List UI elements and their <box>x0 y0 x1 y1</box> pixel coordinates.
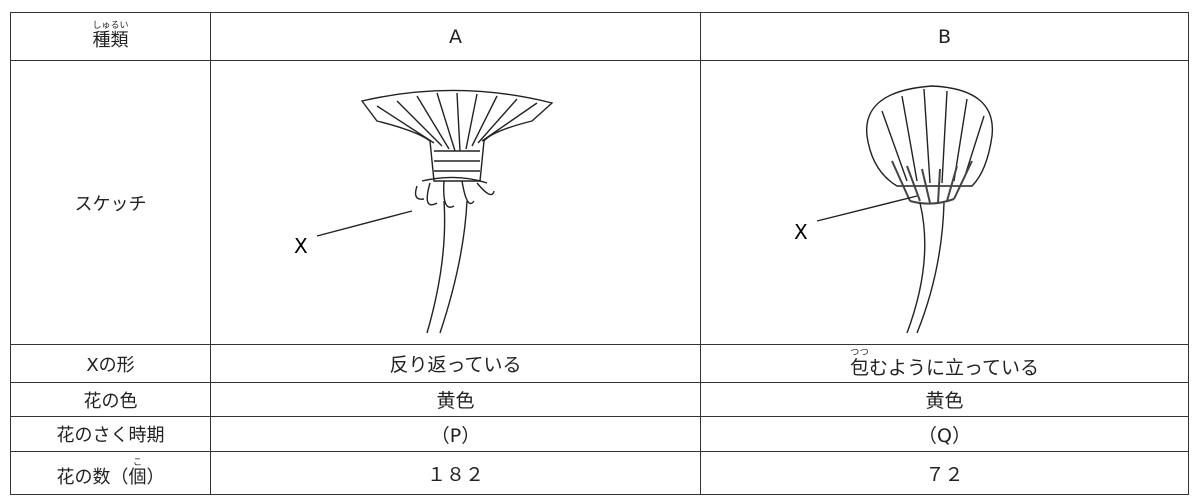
sketch-cell: X <box>210 60 701 345</box>
cell: 黄色 <box>210 382 701 417</box>
ruby: つつ <box>849 347 869 358</box>
cell: 反り返っている <box>210 344 701 383</box>
ruby: こ <box>128 457 147 468</box>
sketch-cell: X <box>700 60 1189 345</box>
pointer-line <box>316 210 412 237</box>
row-label: スケッチ <box>10 60 211 345</box>
header-row: 種類しゅるい A B <box>10 12 1189 61</box>
row: Xの形 反り返っている 包つつむように立っている <box>10 344 1189 383</box>
pointer-line <box>816 195 917 222</box>
cell-text: 花の数（ <box>56 466 129 488</box>
row: 花の色 黄色 黄色 <box>10 382 1189 417</box>
cell: 包つつむように立っている <box>700 344 1189 383</box>
sketch-b: X <box>794 85 993 334</box>
header-cell: 種類しゅるい <box>10 12 211 61</box>
sketch-row: スケッチ X X <box>10 60 1189 345</box>
cell: 黄色 <box>700 382 1189 417</box>
pointer-label: X <box>794 220 808 244</box>
cell-text: むように立っている <box>868 356 1040 379</box>
cell: １８２ <box>210 451 701 495</box>
cell-text: 包 <box>849 356 869 379</box>
row-label: Xの形 <box>10 344 211 383</box>
row: 花のさく時期 （P） （Q） <box>10 416 1189 452</box>
header-cell: B <box>700 12 1189 61</box>
pointer-label: X <box>294 234 308 258</box>
row-label: 花の色 <box>10 382 211 417</box>
flower-table: 種類しゅるい A B スケッチ X X <box>10 12 1189 495</box>
row-label: 花の数（個こ） <box>10 451 211 495</box>
row-label: 花のさく時期 <box>10 416 211 452</box>
sketch-a: X <box>294 89 553 334</box>
cell: （Q） <box>700 416 1189 452</box>
cell: （P） <box>210 416 701 452</box>
cell-text: ） <box>146 466 165 488</box>
header-cell: A <box>210 12 701 61</box>
cell-text: 個 <box>128 466 147 488</box>
row: 花の数（個こ） １８２ ７２ <box>10 451 1189 495</box>
header-text: 種類 <box>92 30 129 51</box>
cell: ７２ <box>700 451 1189 495</box>
ruby: しゅるい <box>92 21 129 31</box>
